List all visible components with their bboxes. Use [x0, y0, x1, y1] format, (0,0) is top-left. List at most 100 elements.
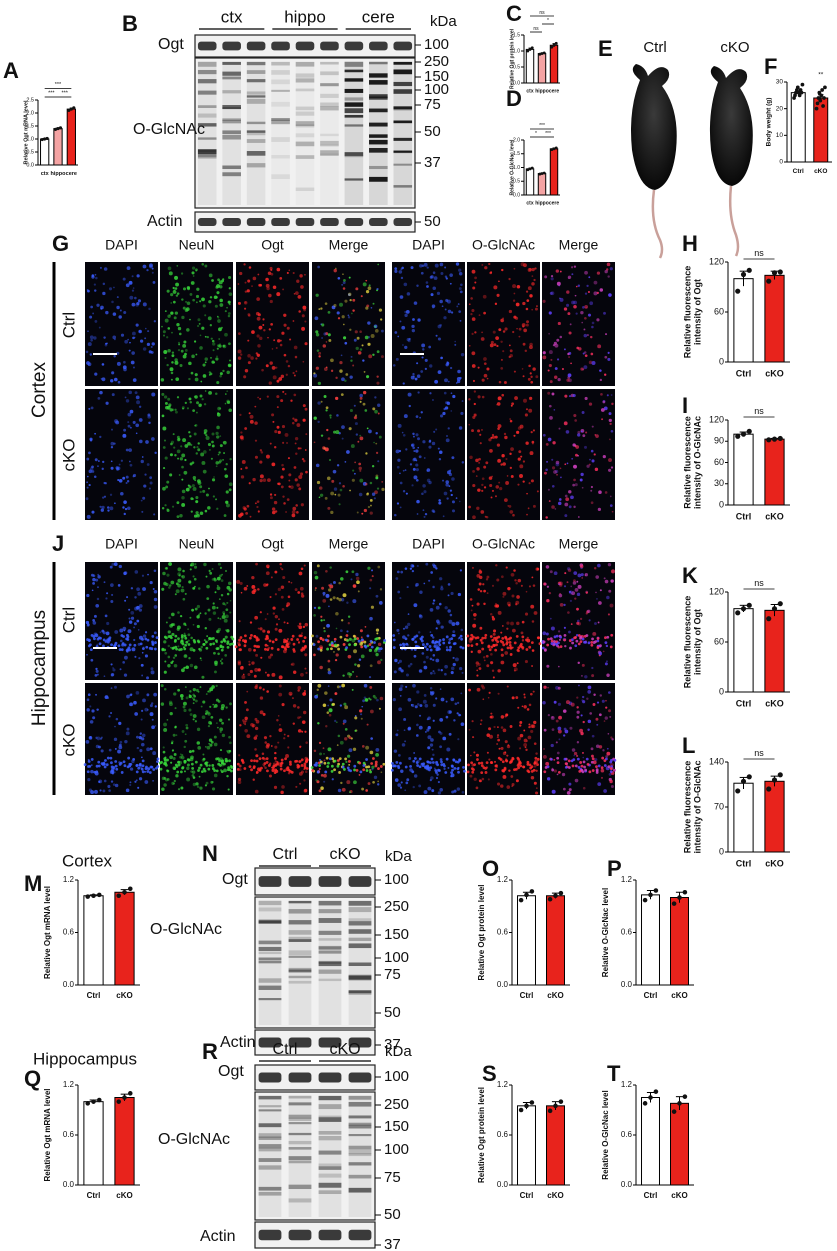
cell	[182, 344, 186, 348]
cell	[435, 761, 438, 764]
blot-band	[289, 970, 312, 972]
cell	[605, 707, 607, 709]
panel-label: I	[682, 393, 688, 418]
blot-band	[289, 920, 312, 924]
cell	[529, 704, 532, 707]
blot-band	[349, 1146, 372, 1150]
cell	[195, 608, 198, 611]
cell	[606, 752, 610, 756]
cell	[192, 750, 195, 753]
cell	[510, 467, 512, 469]
blot-band	[320, 103, 339, 107]
y-tick-label: 120	[709, 256, 724, 266]
cell	[256, 352, 258, 354]
cell	[293, 722, 295, 724]
cell	[302, 314, 305, 317]
cell	[430, 571, 433, 574]
cell	[351, 313, 353, 315]
cell	[582, 306, 585, 309]
cell	[371, 307, 373, 309]
cell	[335, 612, 339, 616]
cell	[124, 656, 128, 660]
cell	[542, 701, 545, 704]
cell	[251, 576, 254, 579]
cell	[563, 788, 566, 791]
blot-band	[320, 94, 339, 98]
bar	[526, 169, 533, 195]
cell	[500, 747, 503, 750]
cell	[404, 314, 407, 317]
cell	[370, 737, 373, 740]
cell	[124, 340, 128, 344]
cell	[328, 588, 331, 591]
blot-band	[271, 155, 290, 158]
cell	[566, 290, 569, 293]
cell	[595, 434, 599, 438]
cell	[574, 266, 576, 268]
cell	[145, 646, 148, 649]
cell	[342, 438, 344, 440]
cell	[521, 262, 525, 266]
cell	[136, 302, 139, 305]
cell	[360, 437, 364, 441]
cell	[166, 481, 169, 484]
cell	[253, 759, 256, 762]
cell	[184, 740, 187, 743]
cell	[322, 592, 325, 595]
data-point	[548, 897, 553, 902]
cell	[200, 335, 202, 337]
cell	[142, 764, 145, 767]
cell	[150, 581, 153, 584]
cell	[292, 697, 294, 699]
cell	[96, 304, 99, 307]
cell	[488, 645, 491, 648]
cell	[525, 746, 527, 748]
cell	[180, 694, 184, 698]
cell	[474, 331, 476, 333]
cell	[404, 346, 407, 349]
cell	[398, 633, 400, 635]
data-point	[519, 1108, 524, 1113]
cell	[365, 626, 367, 628]
y-axis-label: Relative Ogt mRNA level	[23, 100, 29, 164]
cell	[206, 693, 208, 695]
row-label: Ogt	[158, 36, 184, 53]
cell	[594, 281, 598, 285]
cell	[189, 617, 191, 619]
cell	[295, 356, 298, 359]
cell	[163, 330, 166, 333]
cell	[185, 349, 188, 352]
y-axis-label: intensity of O-GlcNAc	[692, 416, 702, 509]
cell	[218, 338, 220, 340]
cell	[471, 651, 473, 653]
cell	[557, 761, 560, 764]
cell	[177, 637, 180, 640]
cell	[270, 323, 273, 326]
cell	[275, 593, 277, 595]
cell	[444, 266, 446, 268]
cell	[440, 587, 443, 590]
cell	[610, 604, 614, 608]
cell	[382, 763, 385, 766]
cell	[446, 363, 449, 366]
cell	[223, 441, 227, 445]
cell	[443, 408, 445, 410]
cell	[362, 764, 365, 767]
cell	[445, 606, 448, 609]
cell	[456, 497, 458, 499]
cell	[215, 461, 218, 464]
cell	[191, 767, 194, 770]
cell	[208, 743, 210, 745]
cell	[229, 292, 233, 296]
cell	[298, 760, 301, 763]
cell	[523, 375, 525, 377]
cell	[254, 616, 258, 620]
cell	[240, 437, 243, 440]
blot-strip	[195, 58, 415, 208]
cell	[168, 267, 172, 271]
cell	[423, 509, 425, 511]
lane-group-label: cKO	[329, 1041, 360, 1058]
cell	[228, 408, 232, 412]
cell	[280, 476, 283, 479]
cell	[495, 637, 498, 640]
